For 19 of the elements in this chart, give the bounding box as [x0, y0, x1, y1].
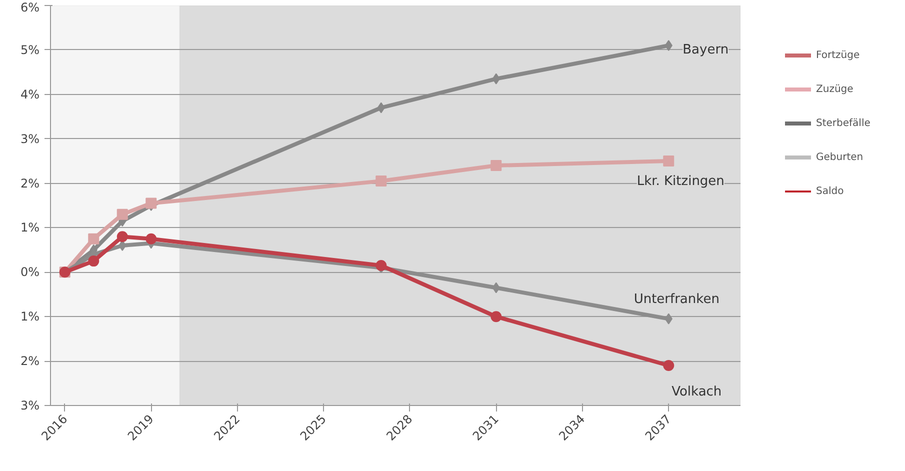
y-tick-label: 6%	[20, 0, 40, 14]
legend-label: Geburten	[816, 152, 864, 162]
legend-label: Zuzüge	[816, 84, 854, 94]
legend-label: Sterbefälle	[816, 118, 870, 128]
y-tick-label: 2%	[20, 176, 40, 190]
y-tick-label: 3%	[20, 132, 40, 146]
legend-label: Saldo	[816, 186, 844, 196]
y-tick-label: 0%	[20, 265, 40, 280]
series-label: Volkach	[672, 384, 722, 400]
y-tick-label: 3%	[20, 398, 40, 412]
series-label: Unterfranken	[634, 292, 720, 307]
y-tick-label: 4%	[20, 87, 40, 102]
y-tick-label: 5%	[20, 42, 40, 57]
series-label: Bayern	[682, 42, 729, 58]
y-tick-label: 1%	[20, 220, 40, 235]
y-tick-label: 1%	[20, 310, 40, 324]
series-label: Lkr. Kitzingen	[636, 174, 724, 190]
legend-label: Fortzüge	[816, 50, 860, 60]
y-tick-label: 2%	[20, 354, 40, 368]
